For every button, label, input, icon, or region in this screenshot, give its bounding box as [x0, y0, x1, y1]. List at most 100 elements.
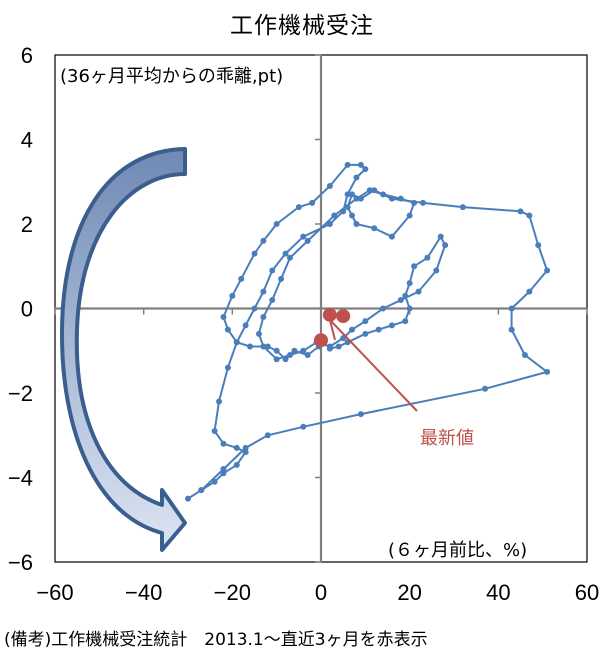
data-point	[185, 495, 191, 502]
data-point	[242, 449, 249, 456]
y-tick-label: −4	[8, 466, 33, 491]
data-point	[357, 411, 364, 418]
footnote: (備考)工作機械受注統計 2013.1～直近3ヶ月を赤表示	[4, 630, 428, 650]
data-point	[526, 212, 533, 219]
data-point	[247, 343, 254, 350]
data-point	[406, 212, 413, 219]
data-point	[402, 292, 409, 299]
data-point	[300, 347, 307, 354]
data-point	[482, 385, 489, 392]
data-point	[264, 432, 271, 439]
data-point	[220, 313, 227, 320]
data-point	[251, 305, 258, 312]
data-point	[344, 191, 351, 198]
data-point	[220, 440, 227, 447]
data-point	[264, 343, 271, 350]
data-point	[388, 233, 395, 240]
x-tick-label: −20	[214, 580, 251, 605]
data-point	[260, 237, 267, 244]
data-point	[371, 187, 378, 194]
x-tick-label: 60	[575, 580, 599, 605]
data-point	[273, 347, 280, 354]
data-point	[233, 444, 240, 451]
data-point	[508, 305, 515, 312]
data-point	[198, 487, 205, 494]
data-point	[357, 195, 364, 202]
data-point	[224, 326, 231, 333]
latest-data-point	[322, 307, 337, 322]
data-point	[335, 343, 342, 350]
data-point	[433, 267, 440, 274]
data-point	[260, 288, 267, 295]
x-tick-label: 40	[486, 580, 510, 605]
data-point	[397, 195, 404, 202]
data-point	[242, 444, 249, 451]
data-point	[251, 250, 258, 257]
latest-leader-line	[329, 319, 336, 341]
data-point	[415, 288, 422, 295]
data-point	[388, 322, 395, 329]
data-point	[340, 208, 347, 215]
data-point	[419, 199, 426, 206]
data-point	[304, 237, 311, 244]
data-point	[353, 174, 360, 181]
series-line	[185, 161, 551, 502]
data-point	[295, 204, 302, 211]
data-point	[216, 398, 223, 405]
chart-title: 工作機械受注	[230, 13, 374, 39]
data-point	[220, 470, 227, 477]
data-point	[442, 242, 449, 249]
x-unit-label: (６ヶ月前比、%)	[388, 540, 528, 561]
data-point	[535, 242, 542, 249]
data-point	[326, 182, 333, 189]
data-point	[521, 351, 528, 358]
data-point	[459, 204, 466, 211]
data-point	[224, 364, 231, 371]
data-point	[362, 166, 369, 173]
data-point	[273, 356, 280, 363]
data-point	[411, 199, 418, 206]
x-tick-label: −40	[125, 580, 162, 605]
data-point	[349, 191, 356, 198]
data-point	[300, 233, 307, 240]
data-point	[300, 423, 307, 430]
data-point	[349, 326, 356, 333]
data-point	[424, 254, 431, 261]
data-point	[242, 322, 249, 329]
data-point	[366, 187, 373, 194]
data-point	[282, 250, 289, 257]
data-point	[349, 212, 356, 219]
data-point	[357, 161, 364, 168]
data-point	[211, 478, 218, 485]
data-point	[255, 330, 262, 337]
data-point	[353, 195, 360, 202]
data-point	[362, 318, 369, 325]
data-point	[326, 221, 333, 227]
data-point	[437, 233, 444, 240]
data-point	[526, 288, 533, 295]
x-tick-label: −60	[36, 580, 73, 605]
data-point	[286, 254, 293, 261]
data-point	[344, 204, 351, 211]
data-point	[544, 368, 551, 375]
data-point	[517, 208, 524, 215]
data-point	[406, 305, 413, 312]
data-point	[380, 191, 387, 198]
data-point	[402, 318, 409, 325]
latest-leader-line	[329, 319, 418, 412]
data-point	[233, 461, 240, 468]
latest-value-annotation: 最新値	[420, 428, 474, 449]
data-point	[238, 275, 245, 282]
data-point	[331, 212, 338, 219]
y-tick-label: 4	[21, 128, 33, 153]
data-point	[388, 195, 395, 202]
data-point	[544, 267, 551, 274]
x-tick-label: 20	[397, 580, 421, 605]
data-point	[220, 466, 227, 473]
data-point	[411, 263, 418, 270]
y-tick-label: −6	[8, 550, 33, 575]
y-unit-label: (36ヶ月平均からの乖離,pt)	[60, 62, 284, 88]
data-point	[211, 428, 218, 435]
